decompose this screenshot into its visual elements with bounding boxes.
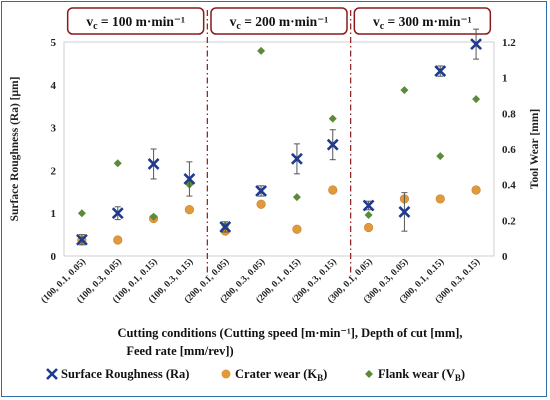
group-label-sub: c (93, 21, 98, 32)
x-axis-label-line1: Cutting conditions (Cutting speed [m·min… (117, 326, 462, 340)
legend-crater-text: Crater wear (K (235, 367, 317, 381)
crater-wear-point (292, 224, 302, 234)
group-label-box (353, 7, 492, 35)
group-label-sub: c (380, 21, 385, 32)
y-right-tick-label: 0 (502, 251, 508, 263)
y-axis-right-label: Tool Wear [mm] (529, 109, 541, 189)
legend: Surface Roughness (Ra) Crater wear (KB) Fl… (46, 367, 465, 383)
group-label: vc = 200 m·min⁻¹ (230, 14, 329, 32)
group-label: vc = 100 m·min⁻¹ (86, 14, 185, 32)
flank-wear-point (400, 86, 409, 95)
surface-roughness-point (434, 65, 447, 78)
legend-flank-text: Flank wear (V (378, 367, 455, 381)
y-right-tick-label: 0.4 (502, 180, 516, 192)
surface-roughness-point (290, 152, 303, 165)
surface-roughness-point (111, 207, 124, 220)
flank-wear-point (149, 212, 158, 221)
legend-crater-label: Crater wear (KB) (235, 367, 327, 383)
left-axis: 0 1 2 3 4 5 (51, 37, 57, 263)
legend-crater-marker (221, 369, 231, 379)
legend-crater-sub: B (317, 373, 323, 383)
y-left-tick-label: 0 (51, 251, 57, 263)
legend-crater-end: ) (323, 367, 327, 381)
crater-wear-point (256, 199, 266, 209)
surface-roughness-point (470, 38, 483, 51)
group-label-rest: = 100 m·min⁻¹ (98, 14, 186, 29)
y-left-tick-label: 3 (51, 123, 57, 135)
flank-wear-point (472, 95, 481, 104)
y-right-tick-label: 0.6 (502, 144, 516, 156)
y-right-tick-label: 0.8 (502, 108, 516, 120)
group-label-box (66, 7, 205, 35)
y-axis-left-label: Surface Roughness (Ra) [μm] (9, 77, 21, 222)
crater-wear-point (435, 194, 445, 204)
legend-flank-sub: B (455, 373, 461, 383)
y-left-tick-label: 2 (51, 165, 57, 177)
x-tick-labels: (100, 0.1, 0.05)(100, 0.3, 0.05)(100, 0.… (39, 256, 482, 305)
surface-roughness-point (219, 220, 232, 233)
y-left-tick-label: 4 (51, 80, 57, 92)
legend-flank-end: ) (461, 367, 465, 381)
flank-wear-point (364, 210, 373, 219)
group-labels: vc = 100 m·min⁻¹ vc = 200 m·min⁻¹ vc = 300… (66, 7, 492, 35)
flank-wear-point (113, 159, 122, 168)
group-label-v: v (373, 14, 380, 29)
surface-roughness-point (75, 233, 88, 246)
crater-wear-point (184, 205, 195, 215)
legend-ra-marker (46, 368, 58, 380)
legend-ra-label: Surface Roughness (Ra) (61, 367, 189, 381)
flank-wear-point (292, 193, 301, 202)
group-label-box (210, 7, 348, 35)
legend-flank-label: Flank wear (VB) (378, 367, 465, 383)
group-label-rest: = 300 m·min⁻¹ (384, 14, 472, 29)
crater-wear-point (363, 222, 374, 233)
group-label: vc = 300 m·min⁻¹ (373, 14, 472, 32)
surface-roughness-point (326, 138, 339, 151)
group-label-v: v (230, 14, 237, 29)
y-right-tick-label: 0.2 (502, 215, 516, 227)
group-label-v: v (86, 14, 93, 29)
plot-area (63, 41, 495, 257)
crater-wear-point (471, 185, 481, 195)
surface-roughness-point (255, 185, 268, 197)
y-left-tick-label: 5 (51, 37, 57, 49)
y-left-tick-label: 1 (51, 208, 57, 220)
y-right-tick-label: 1.2 (502, 37, 516, 49)
group-label-rest: = 200 m·min⁻¹ (241, 14, 329, 29)
flank-wear-point (328, 114, 337, 123)
group-separators (206, 10, 352, 276)
crater-wear-point (113, 235, 123, 245)
surface-roughness-point (183, 173, 196, 185)
right-axis: 0 0.2 0.4 0.6 0.8 1 1.2 (502, 37, 516, 263)
crater-wear-point (328, 185, 338, 195)
surface-roughness-point (362, 199, 375, 212)
flank-wear-point (257, 46, 266, 55)
x-axis-label-line2: Feed rate [mm/rev]) (126, 344, 233, 358)
flank-wear-point (436, 152, 445, 161)
y-right-tick-label: 1 (502, 73, 508, 85)
surface-roughness-point (147, 158, 160, 170)
group-label-sub: c (236, 21, 241, 32)
legend-flank-marker (365, 370, 373, 378)
flank-wear-point (77, 209, 86, 218)
surface-roughness-point (398, 205, 411, 218)
data-marks (75, 28, 483, 246)
